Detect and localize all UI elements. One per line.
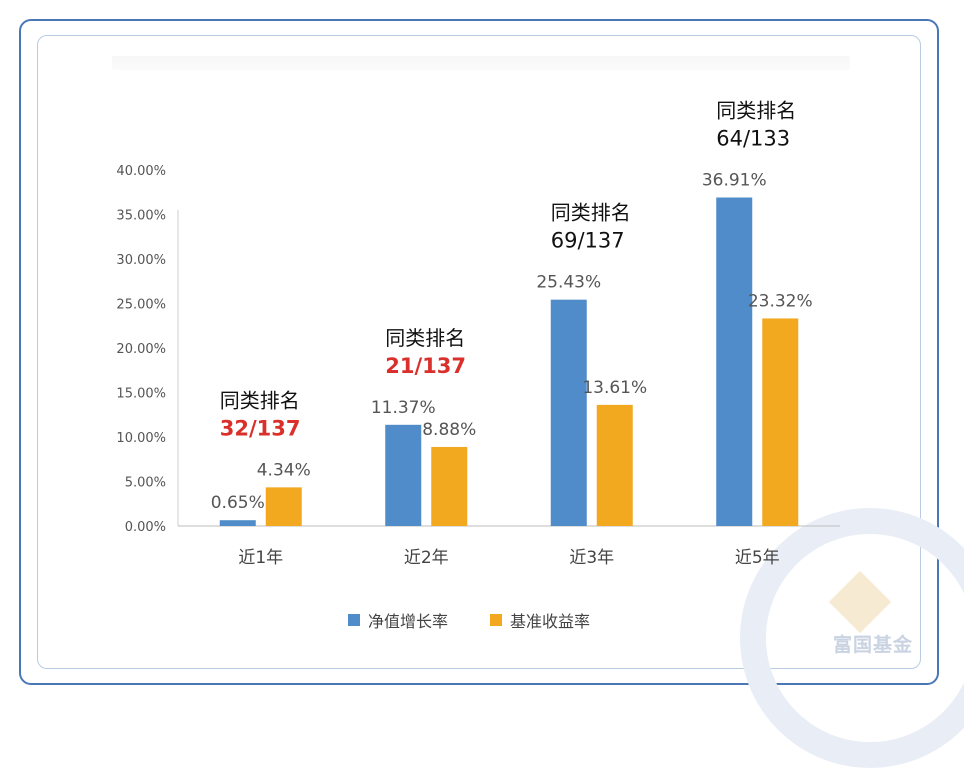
bar-net-value [219,520,256,526]
bar-benchmark [431,446,468,526]
bar-net-value [385,424,422,526]
bar-benchmark [265,487,302,526]
header-shade [112,56,850,70]
y-tick-label: 0.00% [125,520,166,535]
y-tick-label: 20.00% [116,342,166,357]
watermark-text: 富国基金 [833,634,914,656]
data-label-benchmark: 4.34% [257,460,311,480]
y-tick-label: 25.00% [116,298,166,313]
data-label-benchmark: 13.61% [582,378,647,398]
rank-value: 64/133 [716,127,790,151]
bar-net-value [550,299,587,526]
legend: 净值增长率 基准收益率 [348,608,590,632]
inner-frame [37,35,921,669]
x-tick-label: 近3年 [569,548,614,568]
rank-label: 同类排名 [220,388,300,412]
legend-swatch-net-value [348,614,360,626]
bar-benchmark [596,404,633,526]
y-tick-label: 15.00% [116,387,166,402]
rank-value: 69/137 [551,229,625,253]
bar-benchmark [762,318,799,526]
legend-label-net-value: 净值增长率 [368,612,449,631]
data-label-benchmark: 8.88% [422,420,476,440]
rank-value: 21/137 [385,354,466,378]
data-label-net-value: 36.91% [702,171,767,191]
data-label-benchmark: 23.32% [748,291,813,311]
x-tick-label: 近1年 [238,548,283,568]
legend-label-benchmark: 基准收益率 [510,612,591,631]
rank-label: 同类排名 [551,201,631,225]
y-tick-label: 10.00% [116,431,166,446]
x-tick-label: 近2年 [404,548,449,568]
data-label-net-value: 25.43% [536,273,601,293]
y-tick-label: 30.00% [116,253,166,268]
legend-item-net-value: 净值增长率 [348,608,448,632]
y-tick-label: 35.00% [116,209,166,224]
bar-chart: 0.00% 5.00% 10.00% 15.00% 20.00% 25.00% 30.00%… [116,99,840,568]
data-label-net-value: 0.65% [211,493,265,513]
bar-net-value [716,197,753,526]
rank-value: 32/137 [220,416,301,440]
data-label-net-value: 11.37% [371,398,436,418]
y-tick-label: 5.00% [125,476,166,491]
rank-label: 同类排名 [385,326,465,350]
legend-item-benchmark: 基准收益率 [490,608,590,632]
rank-label: 同类排名 [716,99,796,123]
legend-swatch-benchmark [490,614,503,626]
y-tick-label: 40.00% [116,164,166,179]
x-tick-label: 近5年 [735,548,780,568]
